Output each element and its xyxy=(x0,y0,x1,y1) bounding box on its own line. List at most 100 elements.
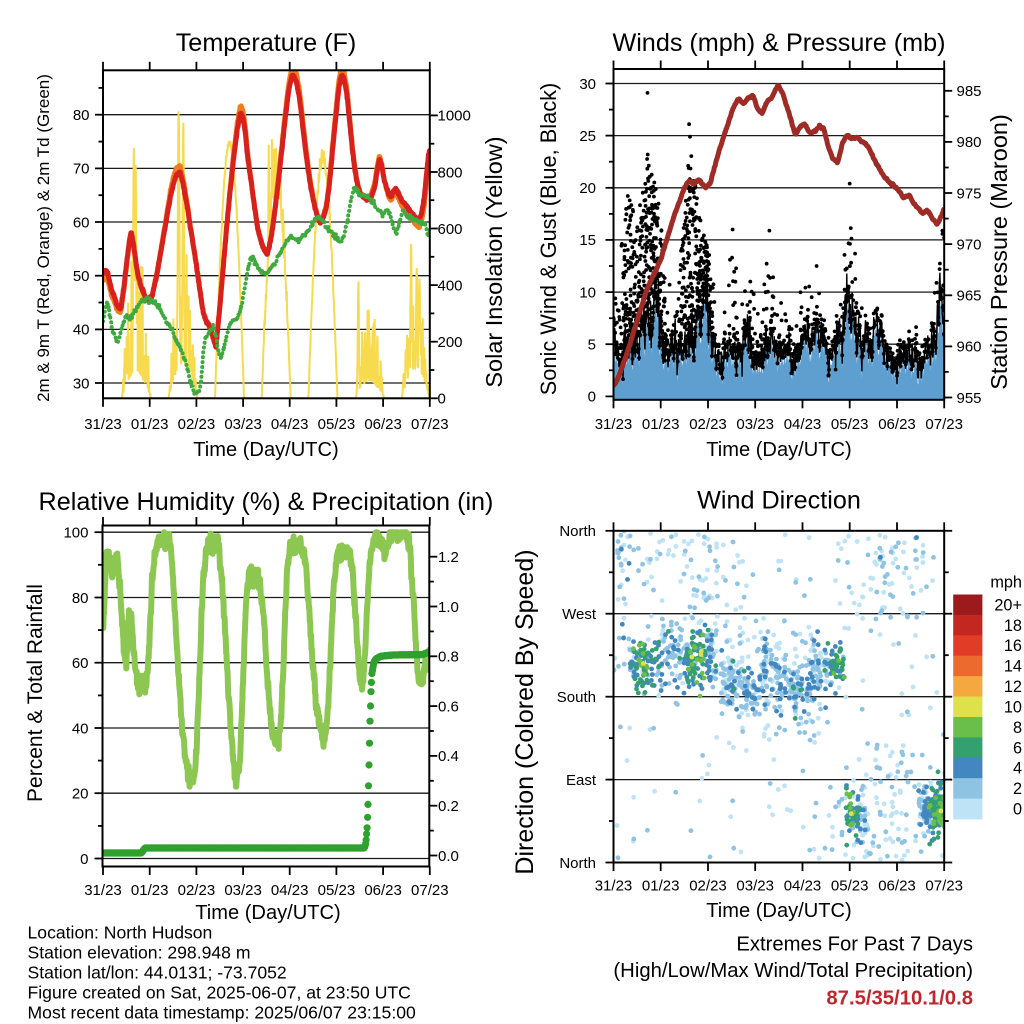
svg-text:Time (Day/UTC): Time (Day/UTC) xyxy=(195,902,340,924)
svg-text:40: 40 xyxy=(73,322,90,339)
svg-text:Station Pressure (Maroon): Station Pressure (Maroon) xyxy=(986,114,1012,390)
svg-text:2: 2 xyxy=(1013,780,1022,798)
svg-text:70: 70 xyxy=(73,161,90,178)
svg-text:04/23: 04/23 xyxy=(271,416,309,433)
svg-text:1.0: 1.0 xyxy=(438,599,459,616)
svg-text:05/23: 05/23 xyxy=(831,416,869,433)
svg-text:Solar Insolation (Yellow): Solar Insolation (Yellow) xyxy=(481,136,507,387)
svg-text:50: 50 xyxy=(73,268,90,285)
svg-text:965: 965 xyxy=(957,288,982,305)
svg-text:North: North xyxy=(559,855,596,872)
svg-text:07/23: 07/23 xyxy=(411,882,449,899)
svg-text:04/23: 04/23 xyxy=(784,878,822,895)
svg-text:40: 40 xyxy=(72,720,89,737)
svg-text:0.0: 0.0 xyxy=(438,848,459,865)
svg-text:Time (Day/UTC): Time (Day/UTC) xyxy=(706,439,851,461)
svg-text:0.4: 0.4 xyxy=(438,748,459,765)
svg-text:04/23: 04/23 xyxy=(271,882,309,899)
svg-text:16: 16 xyxy=(1004,637,1022,655)
svg-text:31/23: 31/23 xyxy=(595,416,633,433)
svg-text:4: 4 xyxy=(1013,760,1022,778)
svg-text:31/23: 31/23 xyxy=(84,882,122,899)
svg-text:Most recent data timestamp: 20: Most recent data timestamp: 2025/06/07 2… xyxy=(28,1003,416,1023)
svg-text:800: 800 xyxy=(438,164,463,181)
svg-text:80: 80 xyxy=(72,590,89,607)
svg-text:14: 14 xyxy=(1004,658,1022,676)
svg-text:0.6: 0.6 xyxy=(438,698,459,715)
svg-text:10: 10 xyxy=(579,284,596,301)
svg-text:Time (Day/UTC): Time (Day/UTC) xyxy=(706,900,851,922)
svg-text:03/23: 03/23 xyxy=(224,416,262,433)
svg-text:Wind Direction: Wind Direction xyxy=(697,487,861,515)
svg-text:04/23: 04/23 xyxy=(784,416,822,433)
svg-text:Station lat/lon: 44.0131; -73.: Station lat/lon: 44.0131; -73.7052 xyxy=(28,963,287,983)
svg-text:20: 20 xyxy=(72,786,89,803)
svg-text:20+: 20+ xyxy=(994,596,1022,614)
svg-text:01/23: 01/23 xyxy=(131,882,169,899)
svg-text:955: 955 xyxy=(957,390,982,407)
svg-text:80: 80 xyxy=(73,107,90,124)
svg-text:200: 200 xyxy=(438,334,463,351)
svg-text:20: 20 xyxy=(579,180,596,197)
svg-text:Relative Humidity (%) & Precip: Relative Humidity (%) & Precipitation (i… xyxy=(39,488,494,516)
svg-text:Time (Day/UTC): Time (Day/UTC) xyxy=(193,439,338,461)
svg-text:0: 0 xyxy=(438,391,446,408)
svg-text:South: South xyxy=(557,689,596,706)
svg-text:03/23: 03/23 xyxy=(736,416,774,433)
svg-text:05/23: 05/23 xyxy=(318,416,356,433)
svg-text:Direction (Colored By Speed): Direction (Colored By Speed) xyxy=(511,549,539,874)
svg-text:01/23: 01/23 xyxy=(131,416,169,433)
svg-text:North: North xyxy=(559,523,596,540)
svg-text:0: 0 xyxy=(1013,801,1022,819)
svg-text:18: 18 xyxy=(1004,617,1022,635)
svg-text:01/23: 01/23 xyxy=(642,878,680,895)
svg-text:West: West xyxy=(562,606,597,623)
svg-text:02/23: 02/23 xyxy=(689,878,727,895)
svg-text:15: 15 xyxy=(579,232,596,249)
svg-text:Extremes For Past 7 Days: Extremes For Past 7 Days xyxy=(736,934,973,956)
svg-text:400: 400 xyxy=(438,277,463,294)
svg-text:05/23: 05/23 xyxy=(831,878,869,895)
svg-text:60: 60 xyxy=(73,214,90,231)
svg-text:0: 0 xyxy=(588,389,596,406)
svg-text:31/23: 31/23 xyxy=(84,416,122,433)
svg-text:980: 980 xyxy=(957,134,982,151)
svg-text:975: 975 xyxy=(957,185,982,202)
svg-text:100: 100 xyxy=(63,525,88,542)
svg-text:970: 970 xyxy=(957,236,982,253)
svg-text:Location: North Hudson: Location: North Hudson xyxy=(28,923,213,943)
svg-text:02/23: 02/23 xyxy=(178,416,216,433)
svg-text:25: 25 xyxy=(579,128,596,145)
svg-text:0.2: 0.2 xyxy=(438,798,459,815)
svg-text:Station elevation: 298.948 m: Station elevation: 298.948 m xyxy=(28,943,251,963)
svg-text:01/23: 01/23 xyxy=(642,416,680,433)
svg-text:8: 8 xyxy=(1013,719,1022,737)
svg-text:12: 12 xyxy=(1004,678,1022,696)
svg-text:06/23: 06/23 xyxy=(364,416,402,433)
svg-text:07/23: 07/23 xyxy=(925,878,963,895)
svg-text:30: 30 xyxy=(579,76,596,93)
svg-text:06/23: 06/23 xyxy=(878,878,916,895)
svg-text:960: 960 xyxy=(957,339,982,356)
svg-text:600: 600 xyxy=(438,221,463,238)
svg-text:06/23: 06/23 xyxy=(364,882,402,899)
svg-text:02/23: 02/23 xyxy=(178,882,216,899)
svg-text:05/23: 05/23 xyxy=(318,882,356,899)
svg-text:07/23: 07/23 xyxy=(411,416,449,433)
svg-text:1000: 1000 xyxy=(438,108,471,125)
svg-text:2m & 9m T (Red, Orange) & 2m T: 2m & 9m T (Red, Orange) & 2m Td (Green) xyxy=(34,74,53,402)
svg-text:31/23: 31/23 xyxy=(595,878,633,895)
svg-text:60: 60 xyxy=(72,655,89,672)
svg-text:Winds (mph) & Pressure (mb): Winds (mph) & Pressure (mb) xyxy=(612,29,945,57)
svg-text:03/23: 03/23 xyxy=(736,878,774,895)
svg-text:0: 0 xyxy=(80,851,88,868)
svg-text:1.2: 1.2 xyxy=(438,549,459,566)
svg-text:10: 10 xyxy=(1004,699,1022,717)
svg-text:06/23: 06/23 xyxy=(878,416,916,433)
svg-text:East: East xyxy=(566,772,597,789)
svg-text:6: 6 xyxy=(1013,739,1022,757)
svg-text:(High/Low/Max Wind/Total Preci: (High/Low/Max Wind/Total Precipitation) xyxy=(613,960,973,982)
svg-text:Figure created on Sat, 2025-06: Figure created on Sat, 2025-06-07, at 23… xyxy=(28,983,412,1003)
svg-text:Temperature (F): Temperature (F) xyxy=(176,29,357,57)
svg-text:02/23: 02/23 xyxy=(689,416,727,433)
